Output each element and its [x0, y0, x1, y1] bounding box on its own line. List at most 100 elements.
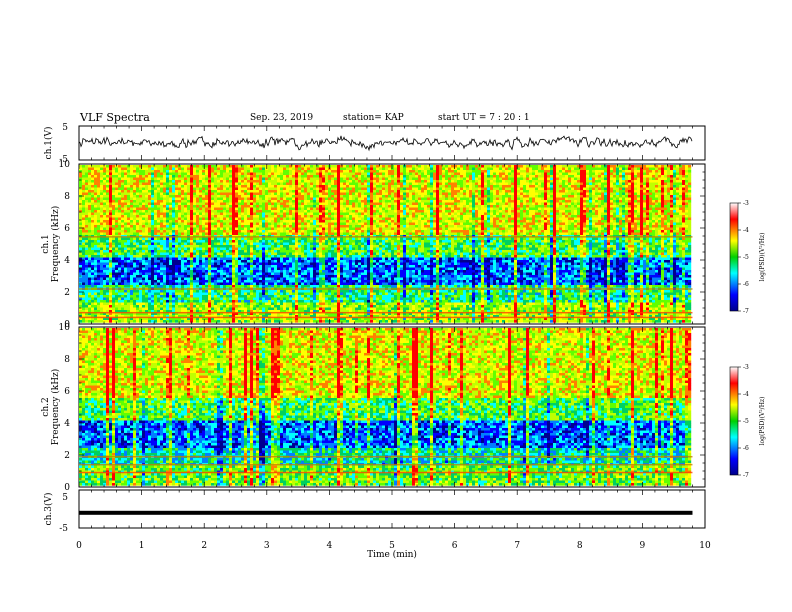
spectrogram-cell: [166, 168, 169, 171]
spectrogram-cell: [598, 205, 601, 208]
spectrogram-cell: [592, 205, 595, 208]
spectrogram-cell: [529, 183, 532, 186]
spectrogram-cell: [319, 193, 322, 196]
spectrogram-cell: [556, 220, 559, 223]
spectrogram-cell: [436, 185, 439, 188]
spectrogram-cell: [472, 185, 475, 188]
spectrogram-cell: [523, 198, 526, 201]
spectrogram-cell: [292, 198, 295, 201]
spectrogram-cell: [418, 223, 421, 226]
spectrogram-cell: [673, 183, 676, 186]
spectrogram-cell: [394, 208, 397, 211]
spectrogram-cell: [394, 180, 397, 183]
spectrogram-cell: [199, 188, 202, 191]
spectrogram-cell: [460, 188, 463, 191]
spectrogram-cell: [505, 215, 508, 218]
spectrogram-cell: [397, 190, 400, 193]
spectrogram-cell: [457, 215, 460, 218]
spectrogram-cell: [586, 175, 589, 178]
spectrogram-cell: [523, 178, 526, 181]
spectrogram-cell: [514, 200, 517, 203]
spectrogram-cell: [340, 190, 343, 193]
spectrogram-cell: [661, 175, 664, 178]
spectrogram-cell: [295, 223, 298, 226]
spectrogram-cell: [355, 195, 358, 198]
spectrogram-cell: [475, 203, 478, 206]
spectrogram-cell: [334, 195, 337, 198]
spectrogram-cell: [172, 173, 175, 176]
spectrogram-cell: [541, 190, 544, 193]
spectrogram-cell: [127, 185, 130, 188]
spectrogram-cell: [202, 218, 205, 221]
spectrogram-cell: [184, 223, 187, 226]
spectrogram-cell: [553, 188, 556, 191]
spectrogram-cell: [490, 193, 493, 196]
spectrogram-cell: [85, 215, 88, 218]
spectrogram-cell: [88, 188, 91, 191]
spectrogram-cell: [295, 173, 298, 176]
spectrogram-cell: [403, 198, 406, 201]
spectrogram-cell: [145, 210, 148, 213]
spectrogram-cell: [322, 193, 325, 196]
spectrogram-cell: [427, 193, 430, 196]
spectrogram-cell: [520, 205, 523, 208]
spectrogram-cell: [553, 205, 556, 208]
spectrogram-cell: [490, 173, 493, 176]
spectrogram-cell: [157, 200, 160, 203]
spectrogram-cell: [91, 190, 94, 193]
spectrogram-cell: [109, 215, 112, 218]
spectrogram-cell: [463, 193, 466, 196]
spectrogram-cell: [259, 173, 262, 176]
spectrogram-cell: [643, 195, 646, 198]
spectrogram-cell: [463, 170, 466, 173]
spectrogram-cell: [379, 173, 382, 176]
spectrogram-cell: [661, 188, 664, 191]
spectrogram-cell: [124, 190, 127, 193]
spectrogram-cell: [421, 195, 424, 198]
spectrogram-cell: [685, 168, 688, 171]
spectrogram-cell: [274, 183, 277, 186]
spectrogram-cell: [451, 193, 454, 196]
spectrogram-cell: [667, 183, 670, 186]
spectrogram-cell: [472, 223, 475, 226]
spectrogram-cell: [418, 175, 421, 178]
spectrogram-cell: [562, 200, 565, 203]
spectrogram-cell: [481, 195, 484, 198]
spectrogram-cell: [412, 173, 415, 176]
spectrogram-cell: [91, 183, 94, 186]
spectrogram-cell: [355, 220, 358, 223]
spectrogram-cell: [388, 213, 391, 216]
spectrogram-cell: [625, 210, 628, 213]
spectrogram-cell: [349, 225, 352, 228]
spectrogram-cell: [163, 205, 166, 208]
spectrogram-cell: [217, 223, 220, 226]
spectrogram-cell: [664, 170, 667, 173]
spectrogram-cell: [688, 193, 691, 196]
spectrogram-cell: [466, 185, 469, 188]
spectrogram-cell: [145, 203, 148, 206]
spectrogram-cell: [142, 185, 145, 188]
spectrogram-cell: [409, 185, 412, 188]
spectrogram-cell: [325, 165, 328, 168]
spectrogram-cell: [193, 200, 196, 203]
spectrogram-cell: [103, 220, 106, 223]
spectrogram-cell: [640, 213, 643, 216]
spectrogram-cell: [427, 180, 430, 183]
spectrogram-cell: [565, 170, 568, 173]
spectrogram-cell: [157, 180, 160, 183]
spectrogram-cell: [226, 220, 229, 223]
spectrogram-cell: [391, 173, 394, 176]
spectrogram-cell: [418, 203, 421, 206]
spectrogram-cell: [478, 198, 481, 201]
spectrogram-cell: [202, 205, 205, 208]
spectrogram-cell: [571, 168, 574, 171]
spectrogram-cell: [448, 208, 451, 211]
spectrogram-cell: [109, 190, 112, 193]
spectrogram-cell: [541, 203, 544, 206]
spectrogram-cell: [169, 173, 172, 176]
spectrogram-cell: [280, 220, 283, 223]
spectrogram-cell: [280, 185, 283, 188]
spectrogram-cell: [619, 223, 622, 226]
spectrogram-cell: [190, 173, 193, 176]
spectrogram-cell: [547, 203, 550, 206]
